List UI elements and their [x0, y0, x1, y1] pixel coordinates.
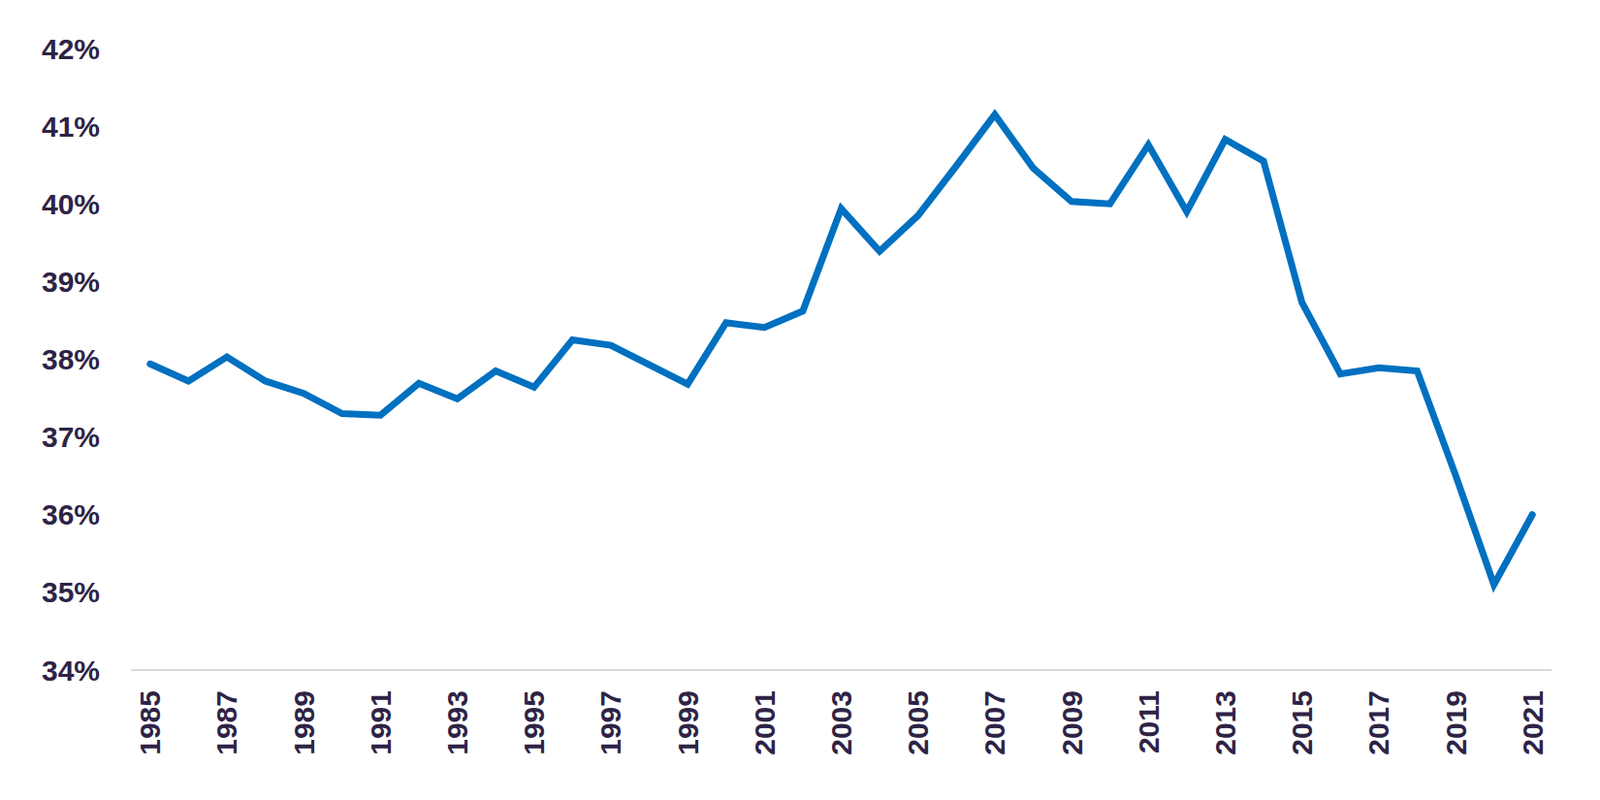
- x-tick-label: 2013: [1209, 690, 1242, 756]
- data-line: [150, 114, 1533, 585]
- x-tick-label: 1993: [441, 690, 474, 756]
- x-tick-label: 2003: [825, 690, 858, 756]
- y-tick-label: 38%: [41, 343, 100, 376]
- y-tick-label: 41%: [41, 110, 100, 143]
- x-tick-label: 1999: [672, 690, 704, 756]
- x-tick-label: 1987: [210, 690, 243, 756]
- chart: 34% 35% 36% 37% 38% 39% 40% 41% 42% 1985 1987 1989 1…: [0, 0, 1600, 800]
- y-tick-label: 39%: [41, 265, 100, 298]
- x-tick-label: 2011: [1132, 690, 1165, 754]
- y-tick-label: 42%: [41, 32, 100, 65]
- x-tick-label: 2001: [748, 690, 781, 756]
- y-tick-label: 37%: [41, 420, 100, 453]
- x-tick-label: 1985: [133, 690, 166, 756]
- x-tick-label: 1997: [594, 690, 627, 756]
- x-tick-label: 2009: [1056, 690, 1088, 756]
- y-tick-label: 35%: [41, 576, 100, 608]
- x-tick-label: 1991: [364, 690, 397, 756]
- y-tick-label: 34%: [41, 654, 100, 687]
- plot-area: [150, 114, 1533, 585]
- x-tick-label: 1995: [517, 690, 550, 756]
- x-tick-label: 2017: [1362, 690, 1395, 756]
- x-tick-label: 2005: [901, 690, 934, 756]
- x-tick-label: 2015: [1285, 690, 1318, 756]
- y-tick-label: 36%: [41, 498, 100, 531]
- x-tick-label: 2019: [1440, 690, 1472, 756]
- y-tick-label: 40%: [41, 188, 100, 221]
- x-tick-label: 2007: [978, 690, 1011, 756]
- x-axis-line: [130, 669, 1552, 672]
- x-tick-label: 1989: [288, 690, 320, 756]
- x-tick-label: 2021: [1516, 690, 1549, 756]
